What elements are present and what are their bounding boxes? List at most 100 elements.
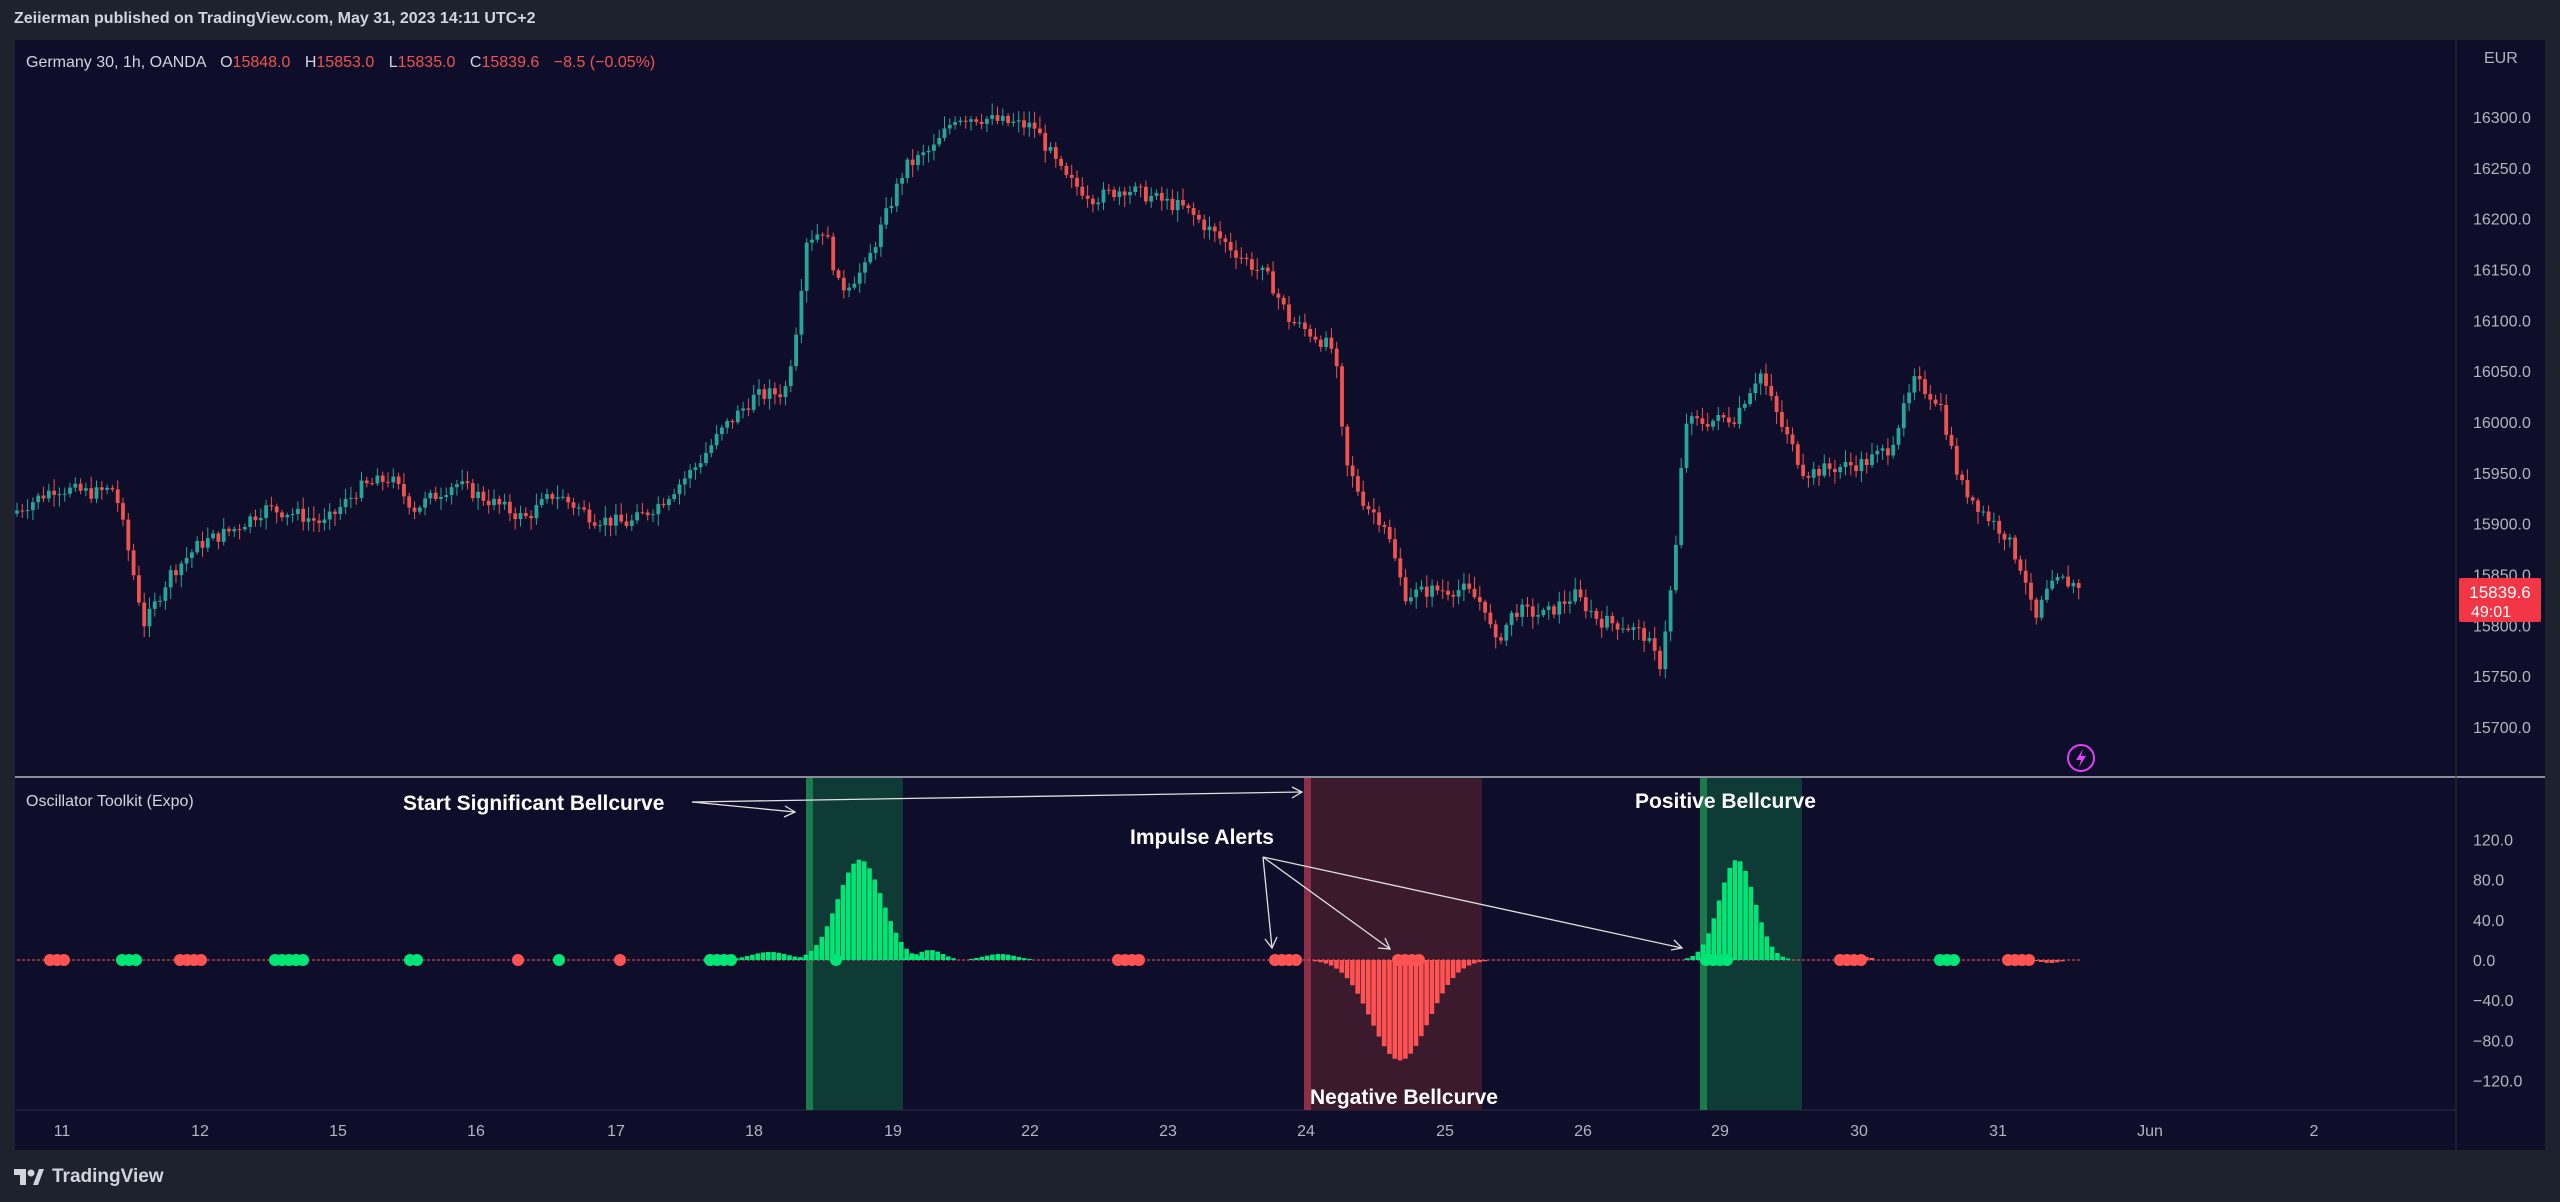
chart-svg[interactable]: 16300.016250.016200.016150.016100.016050… (0, 0, 2560, 1150)
arrow-head-impulse-c (1670, 939, 1684, 951)
candle-body (1191, 207, 1196, 215)
candle-body (423, 498, 427, 508)
annotation-negative: Negative Bellcurve (1310, 1086, 1498, 1109)
tradingview-logo-icon (14, 1169, 44, 1185)
osc-bar (883, 907, 888, 960)
osc-tick-label: 80.0 (2473, 873, 2504, 890)
candle-body (1970, 497, 1975, 501)
osc-bar (1350, 960, 1355, 986)
candle-body (1016, 120, 1021, 122)
candle-body (1038, 128, 1042, 134)
candle-body (1440, 590, 1445, 592)
candle-body (1350, 465, 1355, 477)
candle-body (1297, 322, 1302, 324)
osc-bar (1429, 960, 1435, 1014)
open-value: 15848.0 (233, 54, 291, 71)
candle-body (1186, 205, 1191, 208)
candle-body (884, 208, 889, 225)
osc-bar (1472, 960, 1477, 964)
candle-body (502, 501, 507, 505)
candle-body (121, 503, 125, 520)
candle-body (735, 410, 740, 423)
candle-body (449, 487, 454, 496)
candle-body (894, 183, 899, 207)
osc-bar (1440, 960, 1445, 994)
candle-body (1986, 511, 1991, 522)
candle-body (1583, 597, 1588, 612)
impulse-dot (58, 954, 70, 966)
osc-bar (951, 958, 956, 960)
candle-body (1695, 416, 1699, 419)
impulse-dot (1290, 954, 1302, 966)
candle-body (1515, 612, 1519, 617)
candle-body (115, 489, 120, 504)
osc-bar (846, 872, 851, 960)
candle-body (497, 498, 502, 505)
candle-body (89, 488, 94, 499)
price-tick-label: 16000.0 (2473, 415, 2531, 432)
osc-bar (1785, 958, 1791, 960)
candle-body (1843, 462, 1848, 468)
price-tick-label: 16300.0 (2473, 110, 2531, 127)
osc-bar (968, 958, 974, 960)
osc-bar (872, 879, 878, 960)
osc-bar (814, 945, 819, 960)
candle-body (237, 529, 242, 531)
osc-bar (1403, 960, 1408, 1059)
candle-body (614, 514, 618, 526)
candle-body (1064, 165, 1069, 175)
candle-body (280, 512, 284, 518)
impulse-dot (1133, 954, 1145, 966)
candle-body (608, 517, 613, 526)
candle-body (62, 493, 67, 495)
candle-body (470, 483, 475, 499)
annotation-positive: Positive Bellcurve (1635, 790, 1816, 813)
impulse-dot (725, 954, 737, 966)
candle-body (969, 119, 973, 122)
candle-body (1053, 147, 1058, 159)
candle-body (1748, 393, 1752, 405)
candle-body (1059, 158, 1063, 166)
impulse-dots (44, 954, 2035, 966)
candle-body (1636, 627, 1641, 629)
indicator-name[interactable]: Oscillator Toolkit (Expo) (26, 793, 194, 810)
candle-body (1345, 426, 1350, 466)
osc-bar (793, 958, 798, 960)
candle-body (433, 492, 438, 500)
impulse-dot (297, 954, 309, 966)
candlestick-series (15, 103, 2081, 679)
candle-body (52, 490, 56, 495)
symbol-legend[interactable]: Germany 30, 1h, OANDA O15848.0 H15853.0 … (26, 54, 655, 71)
candle-body (1960, 474, 1964, 481)
candle-body (1880, 448, 1885, 451)
osc-bar (792, 956, 798, 960)
arrow-head-impulse-b (1377, 937, 1392, 950)
candle-body (1218, 231, 1222, 239)
time-tick-label: 17 (607, 1123, 625, 1140)
candle-body (1875, 450, 1880, 455)
time-tick-label: 19 (884, 1123, 902, 1140)
candle-body (1027, 122, 1032, 128)
oscillator-axis[interactable]: 120.0 80.0 40.0 0.0 −40.0 −80.0 −120.0 (2473, 833, 2522, 1091)
last-price-badge (2459, 578, 2541, 622)
lightning-icon[interactable] (2067, 744, 2095, 772)
candle-body (1626, 628, 1631, 631)
candle-body (1621, 628, 1625, 630)
brand-text: TradingView (52, 1166, 164, 1187)
osc-bar (904, 948, 909, 960)
osc-bar (1477, 960, 1482, 963)
time-tick-label: 29 (1711, 1123, 1729, 1140)
candle-body (179, 563, 184, 576)
candle-body (1631, 627, 1636, 631)
candle-body (1658, 650, 1662, 670)
time-axis[interactable]: 11 12 15 16 17 18 19 22 23 24 25 26 29 30 31 Jun 2 (54, 1123, 2319, 1140)
candle-body (1260, 267, 1265, 270)
candle-body (1255, 269, 1260, 271)
tradingview-logo[interactable]: TradingView (14, 1166, 164, 1188)
candle-body (2045, 588, 2049, 600)
candle-body (1578, 589, 1583, 598)
candle-body (1525, 604, 1530, 607)
price-axis[interactable]: 16300.0 16250.0 16200.0 16150.0 16100.0 16050… (2473, 110, 2531, 737)
candle-body (645, 512, 650, 516)
candle-body (126, 519, 131, 551)
